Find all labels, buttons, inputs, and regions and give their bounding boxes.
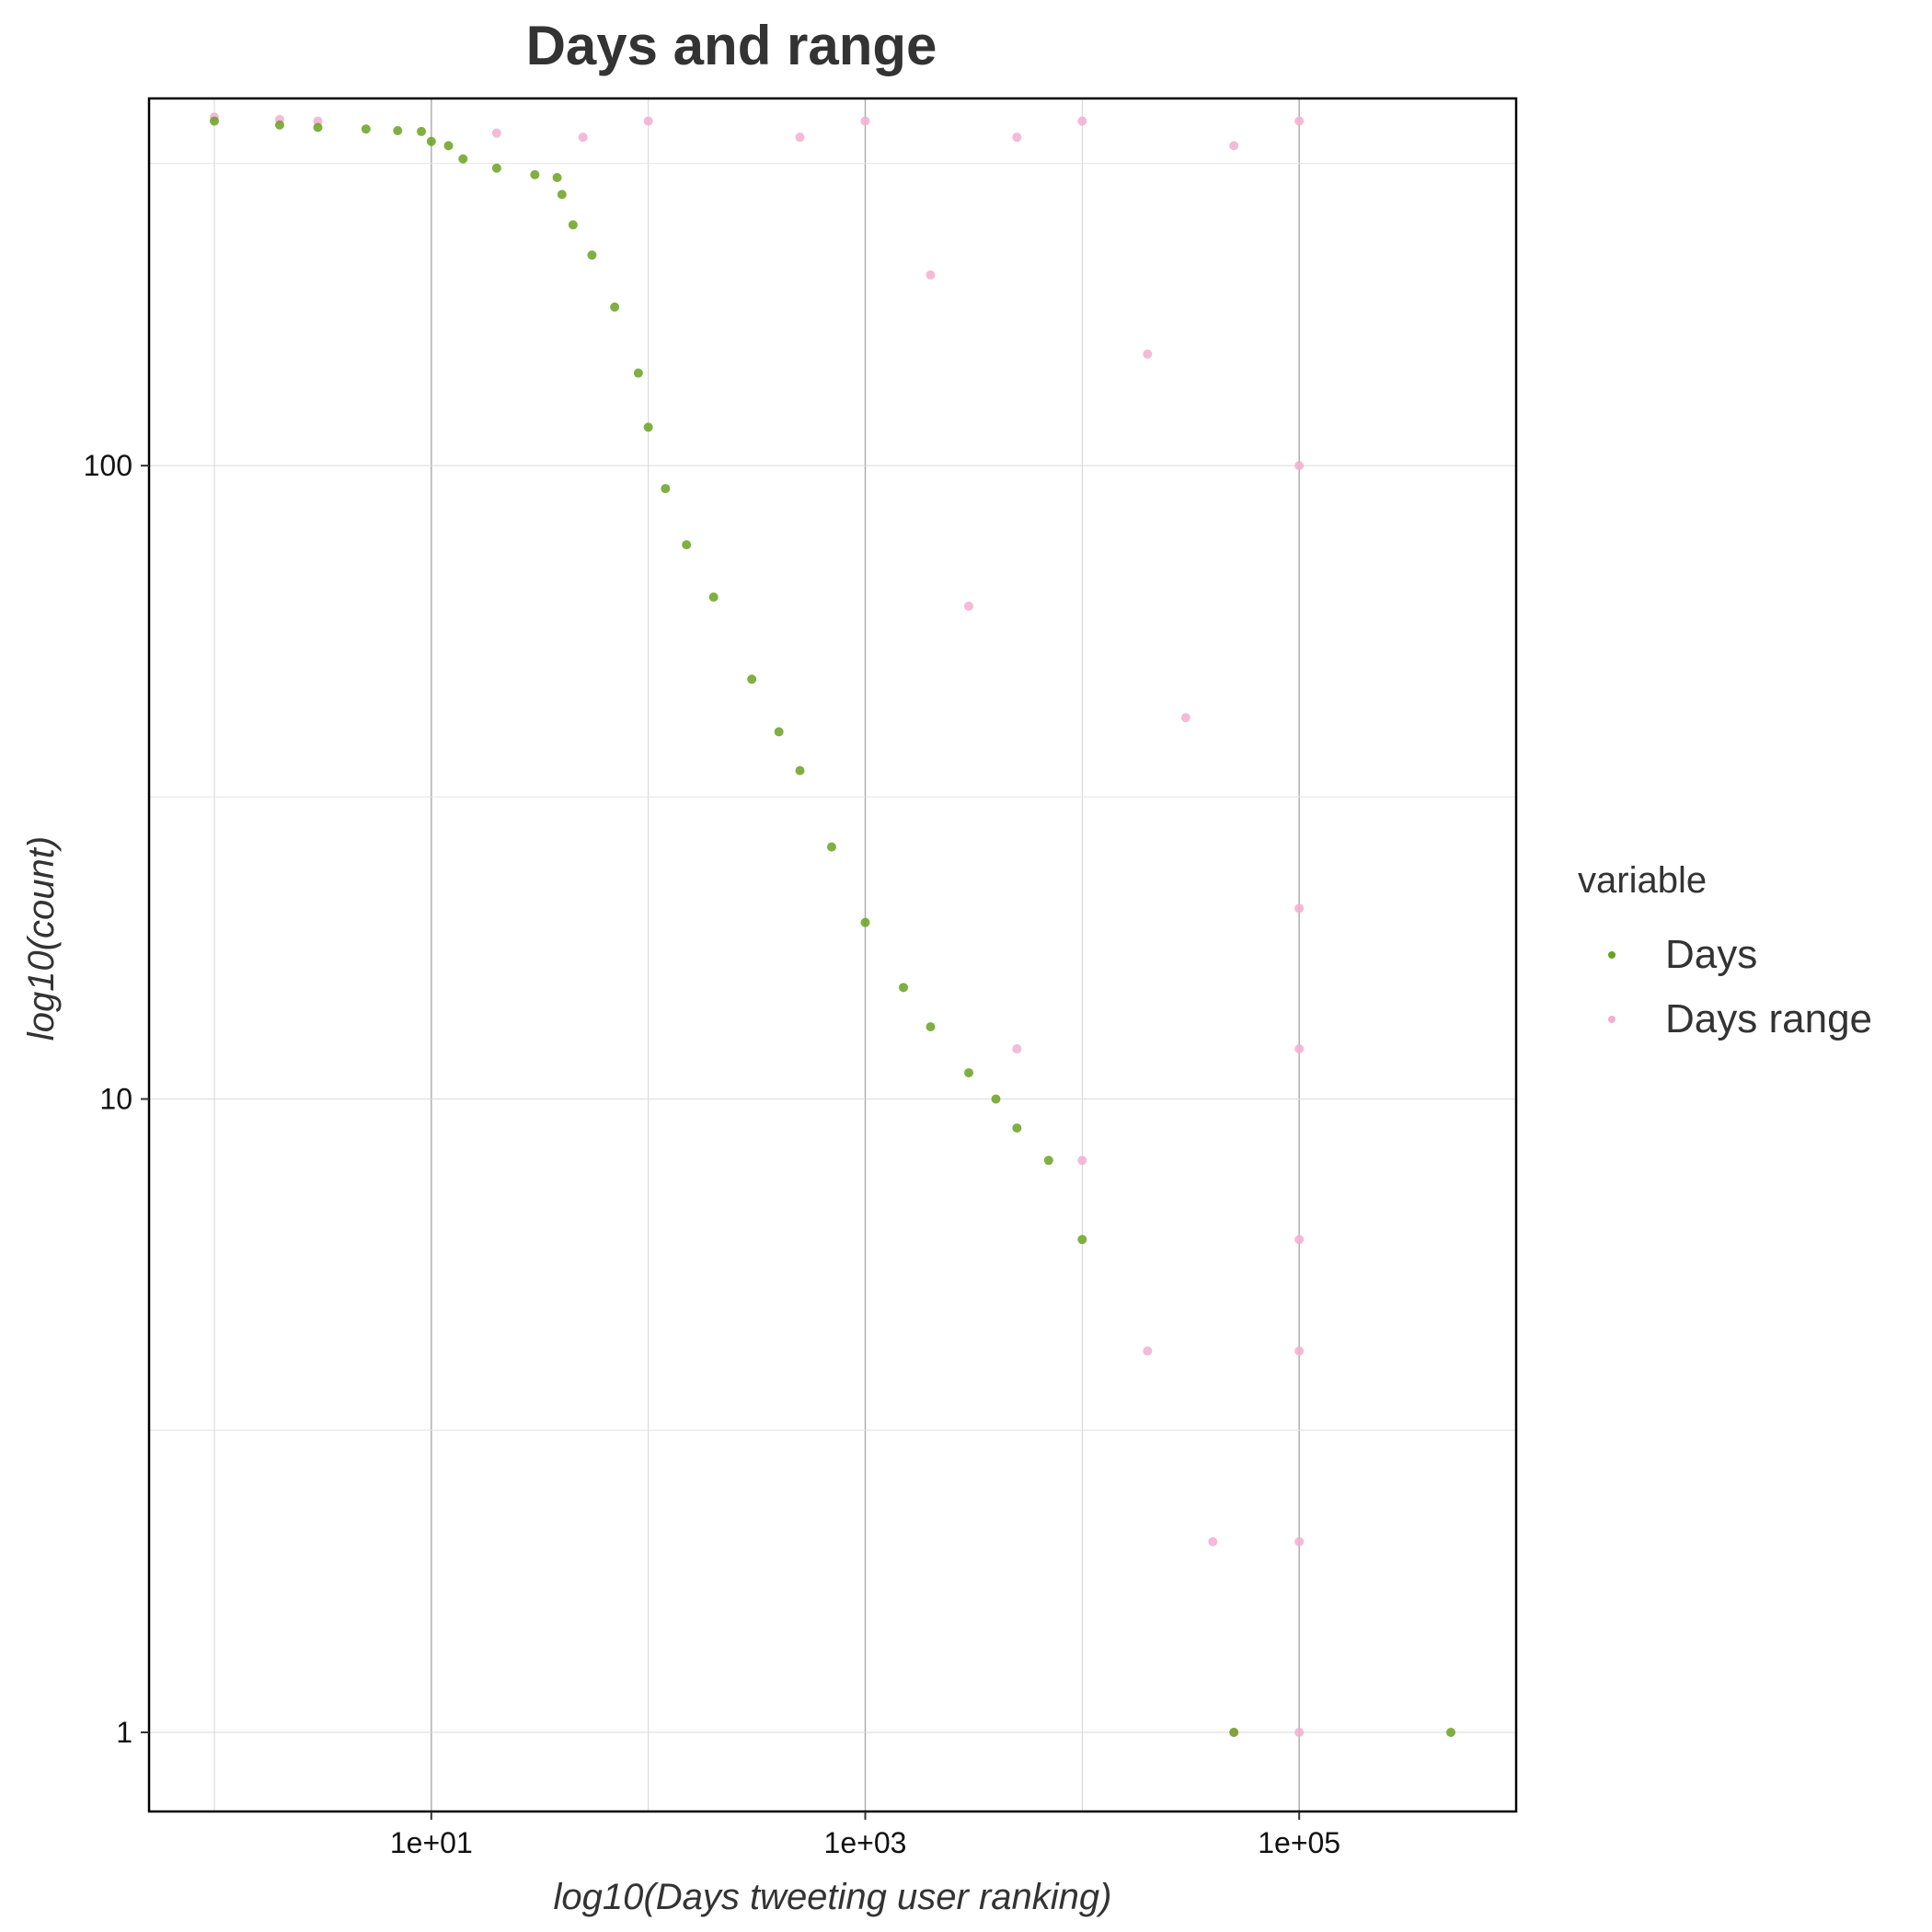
point-days [587, 250, 597, 260]
point-days-range [1143, 1346, 1153, 1356]
point-days-range [643, 116, 653, 126]
point-days [747, 674, 757, 684]
legend-key-days [1608, 951, 1616, 959]
point-days [1012, 1123, 1022, 1133]
x-axis-ticks: 1e+01 1e+03 1e+05 [390, 1811, 1340, 1859]
point-days [899, 983, 909, 993]
legend-label-days: Days [1665, 932, 1757, 977]
point-days [826, 842, 836, 852]
y-tick-label: 10 [99, 1083, 132, 1116]
point-days-range [1294, 1044, 1305, 1054]
point-days [361, 124, 371, 134]
point-days-range [1012, 132, 1022, 143]
point-days [426, 136, 436, 146]
legend-key-days-range [1608, 1016, 1616, 1023]
point-days-range [491, 128, 501, 138]
y-axis-ticks: 1 10 100 [84, 449, 149, 1749]
point-days-range [1294, 1536, 1305, 1547]
point-days [1043, 1156, 1053, 1166]
point-days [568, 220, 578, 230]
series-days [209, 116, 1456, 1737]
point-days [610, 302, 620, 312]
point-days-range [1294, 1346, 1305, 1356]
x-tick-label: 1e+01 [390, 1826, 473, 1859]
point-days [708, 592, 719, 603]
point-days [964, 1068, 974, 1078]
point-days [552, 173, 562, 183]
point-days-range [1077, 1156, 1087, 1166]
point-days [926, 1022, 936, 1032]
point-days [633, 368, 643, 378]
point-days [1229, 1727, 1239, 1737]
point-days [1446, 1727, 1456, 1737]
point-days [991, 1094, 1001, 1104]
point-days-range [1294, 1235, 1305, 1245]
point-days [274, 120, 284, 130]
legend: variable Days Days range [1578, 860, 1872, 1041]
x-axis-title: log10(Days tweeting user ranking) [554, 1877, 1112, 1917]
plot-panel [149, 98, 1516, 1811]
point-days-range [926, 270, 936, 280]
point-days-range [1077, 116, 1087, 126]
y-tick-label: 1 [116, 1716, 132, 1749]
point-days [860, 917, 870, 927]
point-days-range [964, 601, 974, 611]
point-days [313, 122, 323, 132]
point-days [795, 765, 805, 776]
point-days [682, 540, 692, 550]
point-days [417, 126, 427, 136]
point-days-range [1229, 141, 1239, 151]
point-days [661, 484, 671, 494]
legend-label-days-range: Days range [1665, 996, 1872, 1041]
point-days-range [1294, 116, 1305, 126]
plot-border [147, 97, 1518, 1813]
point-days [774, 727, 784, 737]
point-days [443, 141, 454, 151]
point-days-range [1294, 1727, 1305, 1737]
y-axis-title: log10(count) [21, 836, 62, 1041]
point-days [530, 169, 540, 179]
point-days [1077, 1235, 1087, 1245]
point-days-range [1180, 713, 1190, 723]
point-days [557, 190, 567, 200]
x-tick-label: 1e+03 [824, 1826, 907, 1859]
point-days [458, 154, 468, 164]
point-days [491, 163, 501, 173]
series-days-range [209, 112, 1305, 1737]
point-days [643, 422, 653, 432]
point-days-range [578, 132, 588, 143]
point-days-range [1294, 461, 1305, 471]
point-days-range [860, 116, 870, 126]
point-days-range [1294, 903, 1305, 914]
point-days [209, 116, 219, 126]
chart-title: Days and range [526, 15, 937, 76]
legend-title: variable [1578, 860, 1707, 901]
point-days-range [1208, 1536, 1218, 1547]
point-days-range [313, 116, 323, 126]
grid-lines [149, 98, 1517, 1811]
point-days-range [795, 132, 805, 143]
point-days-range [1143, 349, 1153, 359]
y-tick-label: 100 [84, 449, 132, 482]
x-tick-label: 1e+05 [1258, 1826, 1340, 1859]
point-days-range [1012, 1044, 1022, 1054]
point-days [393, 126, 403, 136]
